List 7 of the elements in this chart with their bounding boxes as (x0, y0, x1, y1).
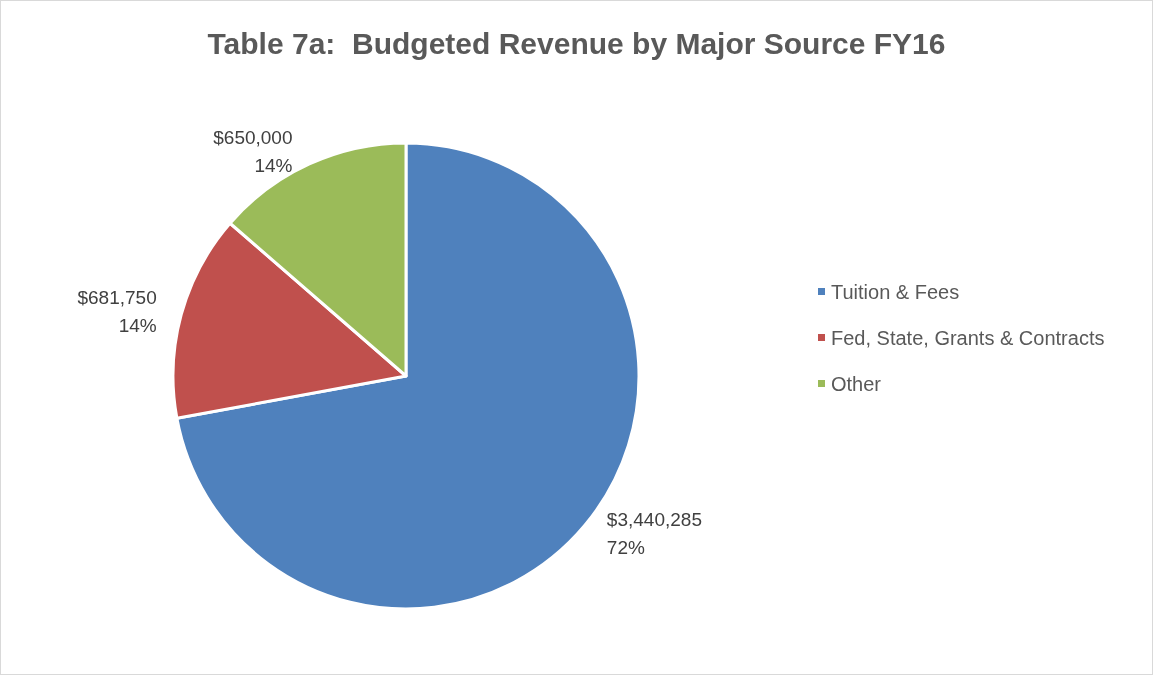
legend-label: Other (831, 372, 882, 395)
legend-label: Fed, State, Grants & Contracts (831, 326, 1105, 349)
data-label: $681,750 14% (77, 286, 157, 336)
data-label: $3,440,285 72% (606, 509, 702, 559)
chart-title: Table 7a: Budgeted Revenue by Major Source FY16 (207, 26, 946, 60)
legend-label: Tuition & Fees (831, 280, 960, 303)
data-label: $650,000 14% (213, 126, 293, 176)
